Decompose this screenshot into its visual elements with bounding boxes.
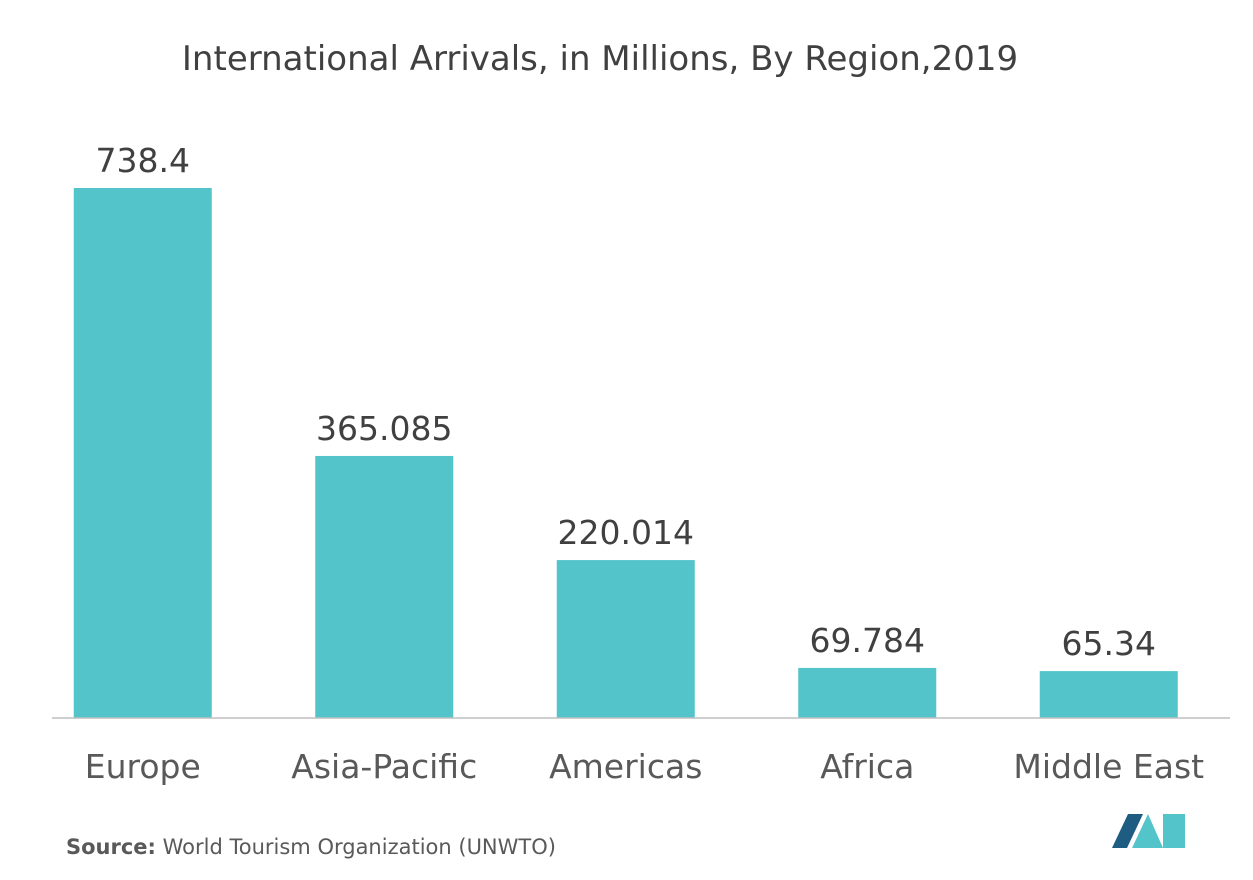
x-tick-label-middle-east: Middle East — [1013, 747, 1204, 786]
bars-group — [73, 188, 1178, 718]
bar-value-label-africa: 69.784 — [810, 621, 925, 660]
value-labels-group: 738.4 365.085 220.014 69.784 65.34 — [96, 141, 1156, 663]
x-tick-label-africa: Africa — [820, 747, 914, 786]
bar-value-label-middle-east: 65.34 — [1062, 624, 1156, 663]
bar-value-label-asia-pacific: 365.085 — [316, 409, 452, 448]
x-tick-label-asia-pacific: Asia-Pacific — [291, 747, 477, 786]
bar-value-label-americas: 220.014 — [558, 513, 694, 552]
bar-asia-pacific — [315, 455, 454, 718]
mordor-intelligence-logo-icon — [1112, 814, 1185, 848]
source-note: Source: World Tourism Organization (UNWT… — [66, 835, 556, 859]
logo-shape-middle — [1132, 814, 1163, 848]
logo-shape-left — [1112, 814, 1143, 848]
chart-title: International Arrivals, in Millions, By … — [182, 39, 1018, 79]
x-tick-label-americas: Americas — [549, 747, 702, 786]
bar-europe — [73, 188, 212, 718]
logo-shape-right — [1163, 814, 1185, 848]
bar-africa — [798, 667, 937, 718]
bar-value-label-europe: 738.4 — [96, 141, 190, 180]
bar-middle-east — [1039, 671, 1178, 718]
x-tick-label-europe: Europe — [85, 747, 201, 786]
x-tick-labels-group: Europe Asia-Pacific Americas Africa Middle E… — [85, 747, 1204, 786]
bar-americas — [556, 560, 695, 718]
source-label: Source: — [66, 835, 156, 859]
source-text: World Tourism Organization (UNWTO) — [156, 835, 556, 859]
